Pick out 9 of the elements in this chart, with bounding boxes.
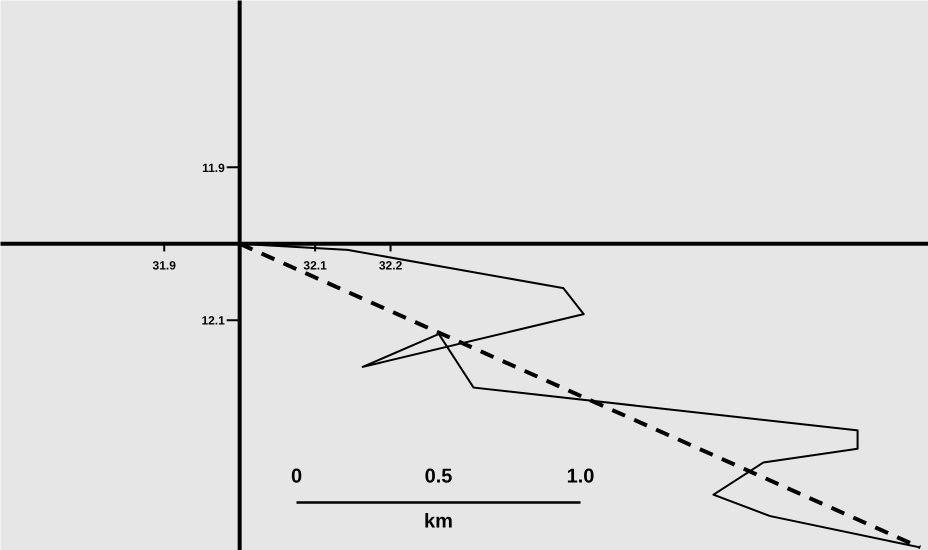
annotation: 0.5	[424, 466, 452, 488]
y-tick-label: 11.9	[202, 160, 226, 175]
x-tick-label: 31.9	[152, 258, 176, 272]
x-tick-label: 32.2	[378, 258, 403, 272]
y-tick-label: 12.1	[201, 314, 226, 328]
x-tick-label: 32.1	[303, 258, 328, 272]
annotation: 1.0	[566, 466, 594, 488]
annotation: km	[424, 510, 453, 532]
annotation: 0	[290, 466, 302, 488]
